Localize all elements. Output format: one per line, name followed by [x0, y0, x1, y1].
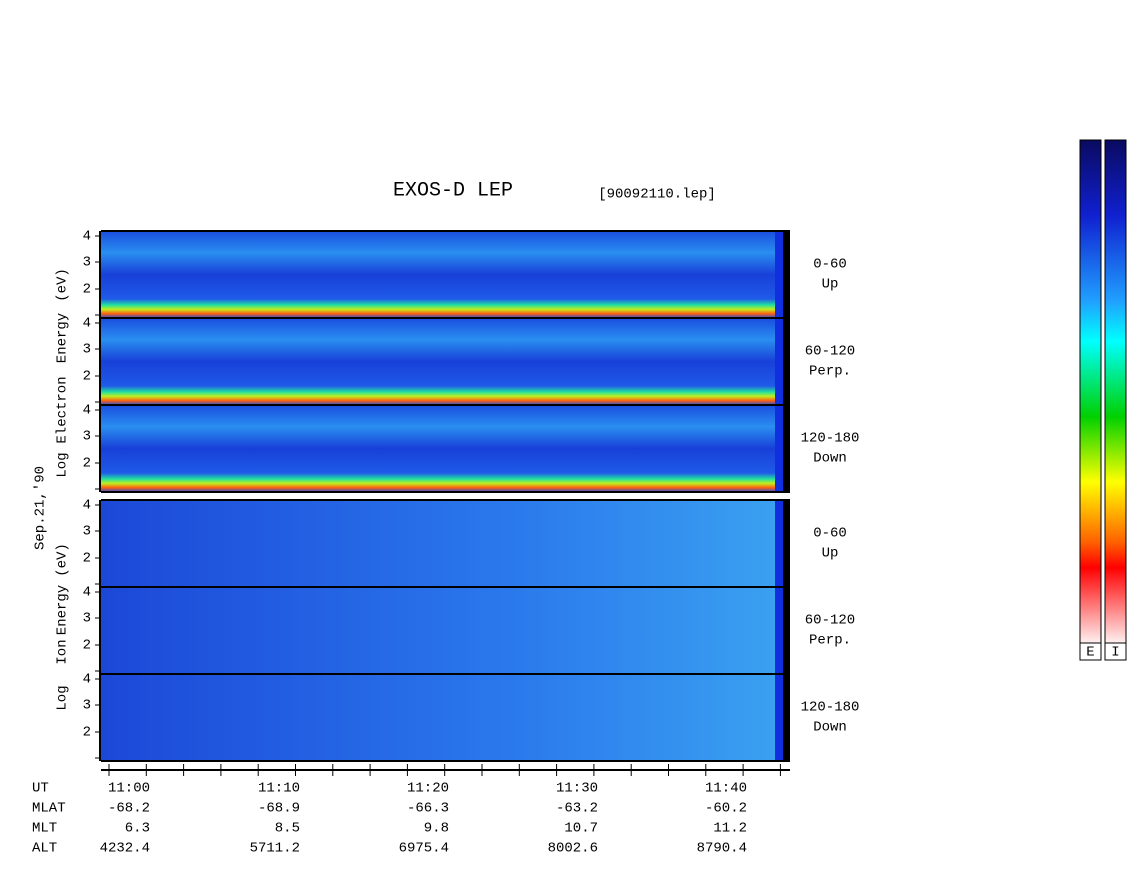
colorbar-label: I: [1111, 645, 1119, 661]
pitch-direction: Up: [822, 277, 839, 293]
y-tick-label: 3: [83, 698, 91, 714]
ephemeris-value: 10.7: [564, 821, 598, 837]
pitch-range: 0-60: [813, 257, 847, 273]
ephemeris-value: 11:30: [556, 781, 598, 797]
ephemeris-value: 9.8: [424, 821, 449, 837]
spectrogram: [101, 587, 775, 674]
ephemeris-value: 11:20: [407, 781, 449, 797]
ephemeris-value: 11:40: [705, 781, 747, 797]
ephemeris-name: MLT: [32, 821, 57, 837]
spectrogram: [101, 231, 775, 318]
panel-end-strip: [775, 587, 783, 674]
ephemeris-value: 8.5: [275, 821, 300, 837]
ephemeris-value: 11:00: [108, 781, 150, 797]
pitch-range: 0-60: [813, 526, 847, 542]
y-tick-label: 3: [83, 611, 91, 627]
y-tick-label: 4: [83, 585, 91, 601]
ephemeris-value: 11.2: [713, 821, 747, 837]
y-tick-label: 4: [83, 498, 91, 514]
panel-end-strip: [775, 674, 783, 761]
pitch-direction: Perp.: [809, 364, 851, 380]
spectrogram: [101, 318, 775, 405]
axis-label: (eV): [55, 543, 71, 577]
y-tick-label: 2: [83, 369, 91, 385]
spectrogram: [101, 500, 775, 587]
ephemeris-value: -60.2: [705, 801, 747, 817]
pitch-range: 60-120: [805, 344, 855, 360]
pitch-range: 120-180: [801, 431, 860, 447]
spectrogram: [101, 405, 775, 492]
colorbar: [1079, 139, 1102, 644]
ephemeris-value: 5711.2: [250, 841, 300, 857]
y-tick-label: 4: [83, 403, 91, 419]
y-tick-label: 3: [83, 524, 91, 540]
panel-end-strip: [775, 231, 783, 318]
pitch-direction: Down: [813, 451, 847, 467]
pitch-range: 60-120: [805, 613, 855, 629]
ephemeris-value: -66.3: [407, 801, 449, 817]
y-tick-label: 4: [83, 229, 91, 245]
file-name: [90092110.lep]: [598, 187, 716, 203]
spectrogram: [101, 674, 775, 761]
pitch-direction: Perp.: [809, 633, 851, 649]
ephemeris-value: 4232.4: [100, 841, 150, 857]
pitch-range: 120-180: [801, 700, 860, 716]
panel-end-strip: [775, 405, 783, 492]
date: Sep.21,'90: [33, 466, 49, 550]
ephemeris-value: -68.9: [258, 801, 300, 817]
y-tick-label: 3: [83, 255, 91, 271]
axis-label: Log: [55, 452, 71, 477]
y-tick-label: 2: [83, 725, 91, 741]
axis-label: Energy: [55, 313, 71, 363]
axis-label: Electron: [55, 376, 71, 443]
colorbar: [1104, 139, 1127, 644]
ephemeris-name: ALT: [32, 841, 57, 857]
y-tick-label: 2: [83, 638, 91, 654]
colorbar-label-box: [1079, 642, 1102, 661]
ephemeris-value: -63.2: [556, 801, 598, 817]
ephemeris-value: 8002.6: [548, 841, 598, 857]
ephemeris-value: 8790.4: [697, 841, 747, 857]
title: EXOS-D LEP: [393, 179, 513, 202]
y-tick-label: 4: [83, 316, 91, 332]
y-tick-label: 3: [83, 429, 91, 445]
panel-end-strip: [775, 500, 783, 587]
y-tick-label: 3: [83, 342, 91, 358]
ephemeris-value: 6.3: [125, 821, 150, 837]
axis-label: Energy: [55, 585, 71, 635]
colorbar-label-box: [1104, 642, 1127, 661]
axis-label: Ion: [55, 639, 71, 664]
pitch-direction: Down: [813, 720, 847, 736]
ephemeris-value: -68.2: [108, 801, 150, 817]
y-tick-label: 2: [83, 282, 91, 298]
axis-label: (eV): [55, 268, 71, 302]
y-tick-label: 2: [83, 456, 91, 472]
ephemeris-value: 11:10: [258, 781, 300, 797]
pitch-direction: Up: [822, 546, 839, 562]
ephemeris-name: MLAT: [32, 801, 66, 817]
y-tick-label: 2: [83, 551, 91, 567]
colorbar-label: E: [1086, 645, 1094, 661]
panel-end-strip: [775, 318, 783, 405]
ephemeris-name: UT: [32, 781, 49, 797]
y-tick-label: 4: [83, 672, 91, 688]
axis-label: Log: [55, 685, 71, 710]
ephemeris-value: 6975.4: [399, 841, 449, 857]
